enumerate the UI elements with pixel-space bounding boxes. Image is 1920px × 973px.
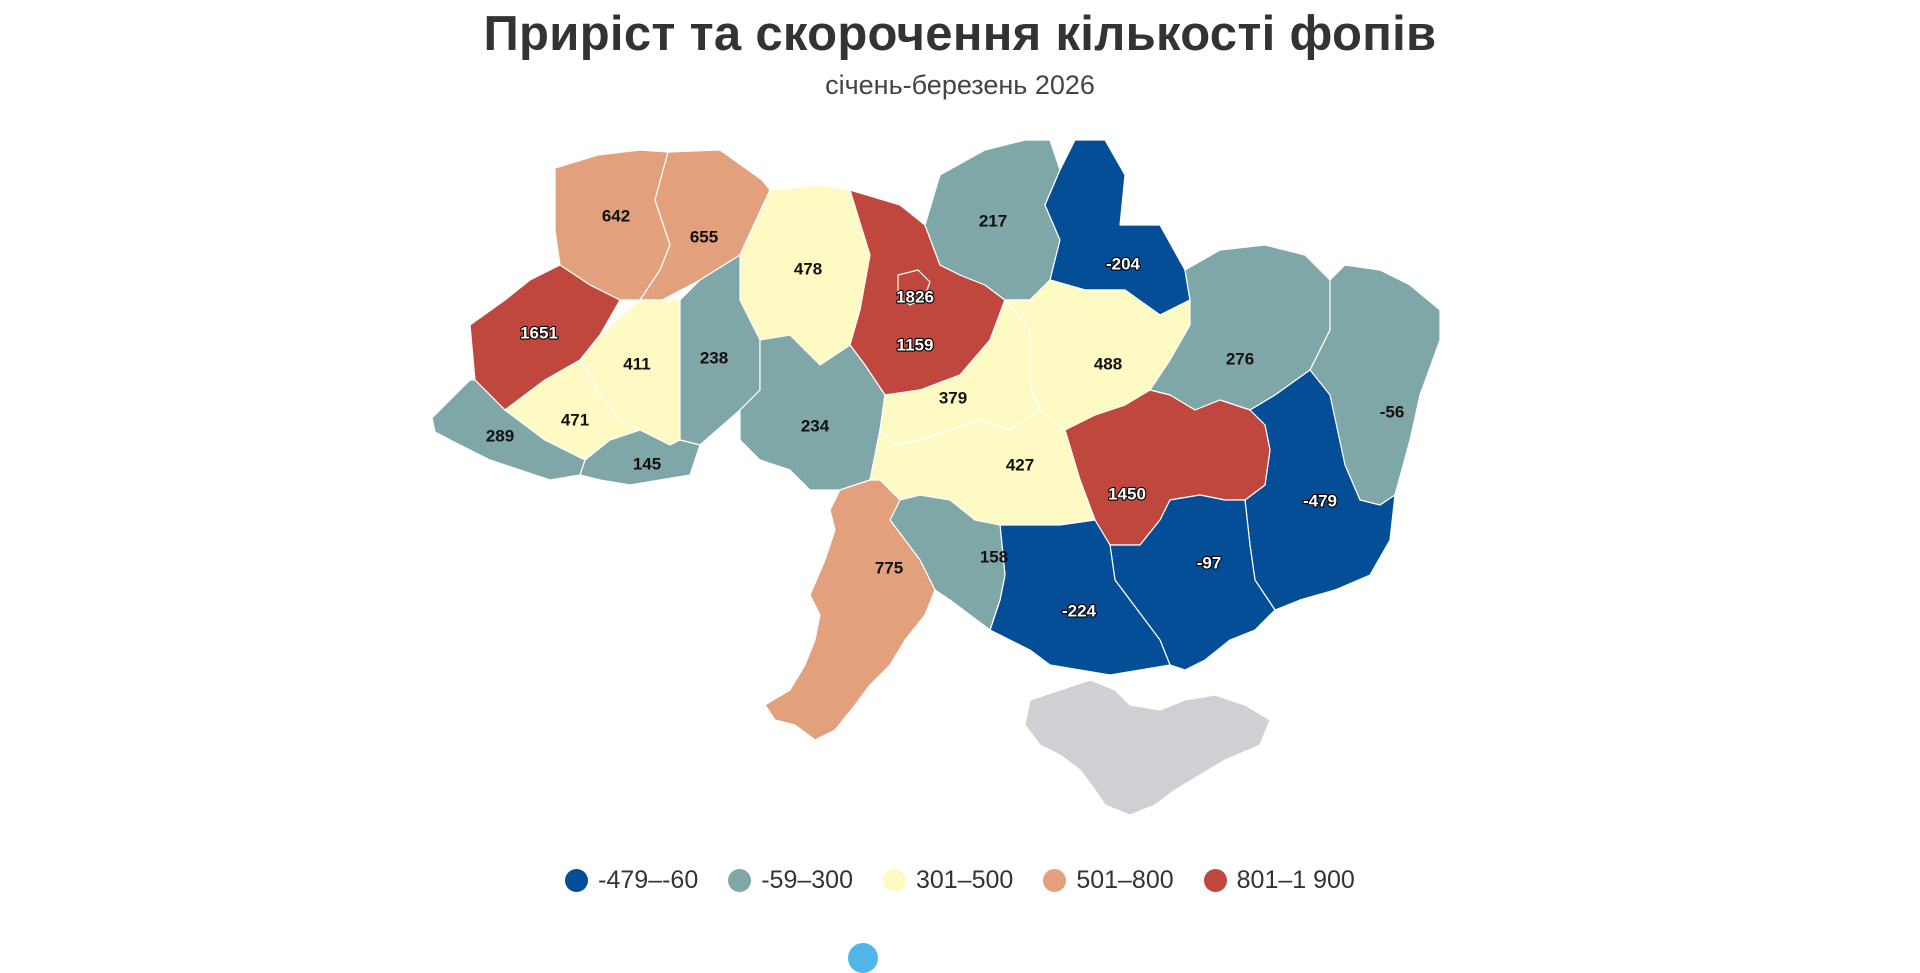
value-label-khmelnytskyi: 238 (700, 348, 728, 367)
value-label-chernivtsi: 145 (633, 454, 661, 473)
legend-label-5: 801–1 900 (1236, 866, 1355, 894)
legend-item-4[interactable]: 501–800 (1043, 866, 1174, 895)
legend-item-5[interactable]: 801–1 900 (1203, 866, 1355, 895)
map-title: Приріст та скорочення кількості фопів (483, 7, 1437, 61)
legend-swatch-1 (565, 869, 589, 892)
region-crimea (1024, 679, 1271, 816)
value-label-poltava: 488 (1094, 354, 1122, 373)
value-label-vinnytsia: 234 (801, 416, 830, 435)
value-label-zakarpattia: 289 (486, 426, 514, 445)
legend-item-1[interactable]: -479–-60 (565, 866, 698, 895)
value-label-volyn: 642 (602, 206, 630, 225)
value-label-rivne: 655 (690, 227, 718, 246)
region-chernivtsi[interactable] (579, 429, 701, 486)
value-label-cherkasy: 379 (939, 388, 967, 407)
value-label-kyiv-city: 1826 (896, 287, 934, 306)
region-kyiv-city[interactable] (897, 269, 931, 306)
legend-swatch-4 (1043, 869, 1067, 892)
value-label-kirovohrad: 427 (1006, 455, 1034, 474)
value-label-chernihiv: 217 (979, 211, 1007, 230)
legend-label-4: 501–800 (1076, 866, 1174, 894)
value-label-luhansk: -56 (1380, 402, 1405, 421)
legend-swatch-3 (882, 869, 906, 892)
region-kherson[interactable] (989, 519, 1171, 676)
value-label-odesa: 775 (875, 558, 903, 577)
value-label-donetsk: -479 (1303, 491, 1337, 510)
scroll-indicator-dot[interactable] (848, 943, 878, 973)
map-subtitle: січень-березень 2026 (825, 70, 1095, 100)
value-label-kharkiv: 276 (1226, 349, 1254, 368)
value-label-dnipropetrovsk: 1450 (1108, 484, 1146, 503)
value-label-mykolaiv: 158 (980, 547, 1008, 566)
value-label-zhytomyr: 478 (794, 259, 822, 278)
legend-label-2: -59–300 (761, 866, 853, 894)
legend: -479–-60 -59–300 301–500 501–800 801–1 9… (0, 866, 1920, 895)
region-rivne[interactable] (639, 149, 771, 301)
value-label-ivano-frankivsk: 471 (561, 410, 589, 429)
value-label-lviv: 1651 (520, 323, 558, 342)
region-odesa[interactable] (764, 479, 936, 741)
region-ivano-frankivsk[interactable] (504, 359, 641, 461)
legend-label-1: -479–-60 (598, 866, 699, 894)
value-label-kyiv-oblast: 1159 (897, 335, 934, 354)
legend-swatch-5 (1203, 869, 1227, 892)
value-label-sumy: -204 (1106, 254, 1141, 273)
legend-label-3: 301–500 (915, 866, 1014, 894)
legend-item-2[interactable]: -59–300 (728, 866, 853, 895)
value-label-ternopil: 411 (623, 354, 650, 373)
legend-swatch-2 (728, 869, 752, 892)
value-label-zaporizhzhia: -97 (1197, 553, 1222, 572)
value-label-kherson: -224 (1062, 601, 1097, 620)
legend-item-3[interactable]: 301–500 (882, 866, 1014, 895)
